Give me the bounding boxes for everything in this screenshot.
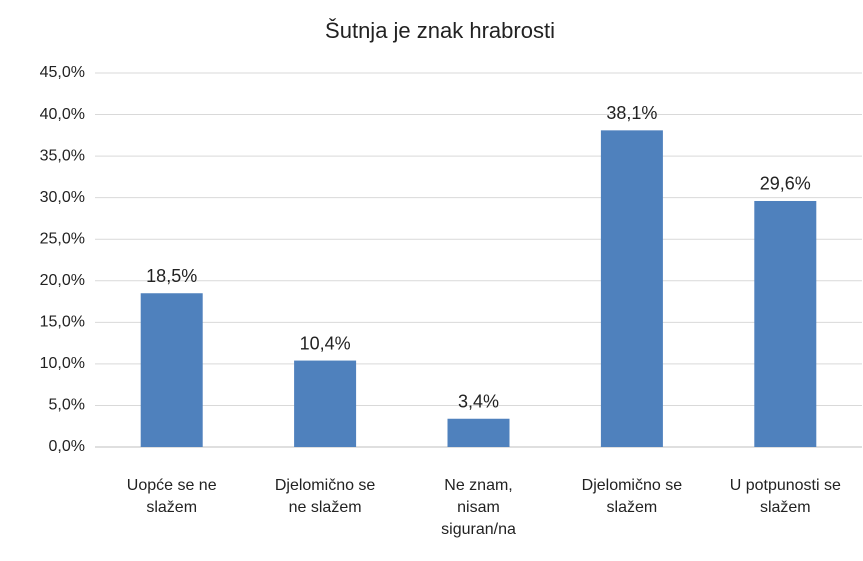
y-tick-label: 40,0% xyxy=(40,106,85,123)
y-tick-label: 25,0% xyxy=(40,230,85,247)
x-tick-box: Djelomično se ne slažem xyxy=(274,477,376,516)
y-tick-label: 35,0% xyxy=(40,147,85,164)
x-tick-label: Djelomično se ne slažem xyxy=(274,477,376,516)
data-label: 38,1% xyxy=(606,103,657,123)
bar xyxy=(754,200,817,447)
data-label: 3,4% xyxy=(458,391,499,411)
y-tick-label: 45,0% xyxy=(40,64,85,81)
y-tick-label: 30,0% xyxy=(40,189,85,206)
bar xyxy=(294,360,357,447)
x-tick-box: Uopće se ne slažem xyxy=(126,477,217,516)
bar xyxy=(447,418,510,447)
data-label: 18,5% xyxy=(146,266,197,286)
y-tick-label: 15,0% xyxy=(40,314,85,331)
y-tick-label: 10,0% xyxy=(40,355,85,372)
data-label: 10,4% xyxy=(300,333,351,353)
x-tick-label: U potpunosti se slažem xyxy=(729,477,841,516)
x-tick-label: Ne znam, nisam siguran/na xyxy=(441,477,516,538)
x-tick-box: U potpunosti se slažem xyxy=(729,477,841,516)
x-tick-box: Ne znam, nisam siguran/na xyxy=(441,477,516,538)
y-tick-label: 20,0% xyxy=(40,272,85,289)
x-tick-box: Djelomično se slažem xyxy=(581,477,683,516)
chart-title: Šutnja je znak hrabrosti xyxy=(325,18,555,43)
x-tick-label: Djelomično se slažem xyxy=(581,477,683,516)
y-tick-label: 5,0% xyxy=(49,397,85,414)
bar xyxy=(600,130,663,447)
x-tick-label: Uopće se ne slažem xyxy=(126,477,217,516)
y-tick-label: 0,0% xyxy=(49,438,85,455)
data-label: 29,6% xyxy=(760,174,811,194)
bar xyxy=(140,293,203,447)
